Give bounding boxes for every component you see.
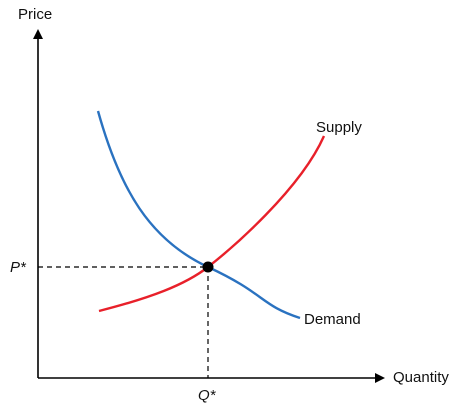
demand-label: Demand <box>304 311 361 328</box>
x-axis-label: Quantity <box>393 369 449 386</box>
supply-label: Supply <box>316 119 362 136</box>
demand-curve <box>96 110 301 320</box>
equilibrium-point <box>202 261 214 273</box>
y-axis-label: Price <box>18 6 52 23</box>
supply-curve <box>98 135 326 313</box>
equilibrium-quantity-label: Q* <box>198 387 217 404</box>
equilibrium-price-label: P* <box>10 259 27 276</box>
